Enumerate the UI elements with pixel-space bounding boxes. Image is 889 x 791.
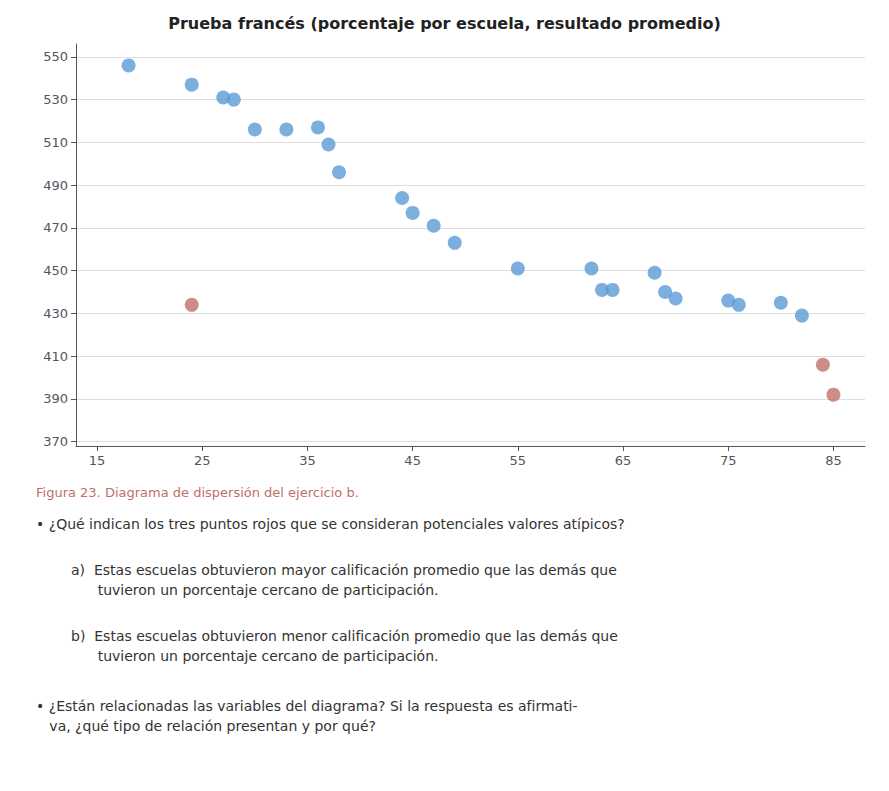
svg-text:510: 510 bbox=[43, 135, 68, 150]
svg-text:25: 25 bbox=[194, 453, 211, 468]
svg-text:470: 470 bbox=[43, 220, 68, 235]
svg-text:Prueba francés (porcentaje por: Prueba francés (porcentaje por escuela, … bbox=[168, 14, 721, 33]
svg-text:Figura 23. Diagrama de dispers: Figura 23. Diagrama de dispersión del ej… bbox=[36, 485, 359, 500]
svg-text:• ¿Qué indican los tres puntos: • ¿Qué indican los tres puntos rojos que… bbox=[36, 516, 625, 532]
svg-text:tuvieron un porcentaje cercano: tuvieron un porcentaje cercano de partic… bbox=[71, 648, 439, 664]
svg-text:• ¿Están relacionadas las vari: • ¿Están relacionadas las variables del … bbox=[36, 698, 578, 714]
svg-text:390: 390 bbox=[43, 391, 68, 406]
svg-text:75: 75 bbox=[720, 453, 737, 468]
svg-text:15: 15 bbox=[89, 453, 106, 468]
svg-text:530: 530 bbox=[43, 92, 68, 107]
svg-text:45: 45 bbox=[404, 453, 421, 468]
svg-text:410: 410 bbox=[43, 349, 68, 364]
svg-text:450: 450 bbox=[43, 263, 68, 278]
svg-text:35: 35 bbox=[299, 453, 316, 468]
svg-text:65: 65 bbox=[615, 453, 632, 468]
svg-text:55: 55 bbox=[510, 453, 527, 468]
svg-text:tuvieron un porcentaje cercano: tuvieron un porcentaje cercano de partic… bbox=[71, 582, 439, 598]
svg-text:370: 370 bbox=[43, 434, 68, 449]
svg-text:430: 430 bbox=[43, 306, 68, 321]
svg-text:550: 550 bbox=[43, 49, 68, 64]
svg-text:va, ¿qué tipo de relación pres: va, ¿qué tipo de relación presentan y po… bbox=[36, 718, 376, 734]
svg-text:490: 490 bbox=[43, 178, 68, 193]
svg-text:85: 85 bbox=[825, 453, 842, 468]
svg-text:b) Estas escuelas obtuvieron: b) Estas escuelas obtuvieron menor calif… bbox=[71, 628, 618, 644]
svg-text:a) Estas escuelas obtuvieron: a) Estas escuelas obtuvieron mayor calif… bbox=[71, 562, 617, 578]
